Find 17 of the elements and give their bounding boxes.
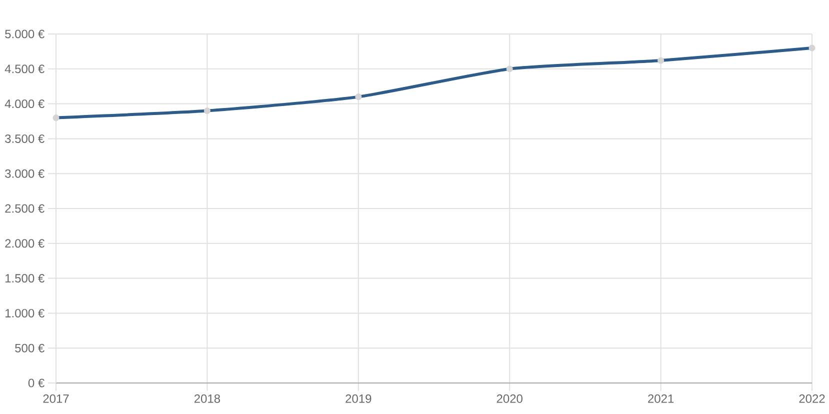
y-tick-label: 0 € bbox=[28, 378, 44, 388]
y-tick-label: 5.000 € bbox=[5, 30, 44, 38]
x-tick-label: 2021 bbox=[648, 394, 674, 403]
y-tick-label: 3.000 € bbox=[5, 169, 44, 178]
y-tick-label: 2.500 € bbox=[5, 204, 44, 213]
y-tick-label: 4.000 € bbox=[4, 100, 44, 108]
x-tick-label: 2018 bbox=[194, 394, 220, 403]
y-tick-label: 4.500 € bbox=[4, 64, 44, 74]
x-tick-label: 2022 bbox=[799, 394, 825, 403]
x-tick-label: 2020 bbox=[496, 394, 522, 403]
y-tick-label: 1.500 € bbox=[6, 274, 44, 283]
x-tick-label: 2017 bbox=[43, 394, 69, 403]
y-tick-label: 500 € bbox=[15, 344, 44, 352]
y-tick-label: 3.500 € bbox=[5, 134, 44, 143]
x-tick-label: 2019 bbox=[346, 394, 372, 403]
y-tick-label: 1.000 € bbox=[6, 308, 44, 318]
y-tick-label: 2.000 € bbox=[5, 239, 44, 248]
